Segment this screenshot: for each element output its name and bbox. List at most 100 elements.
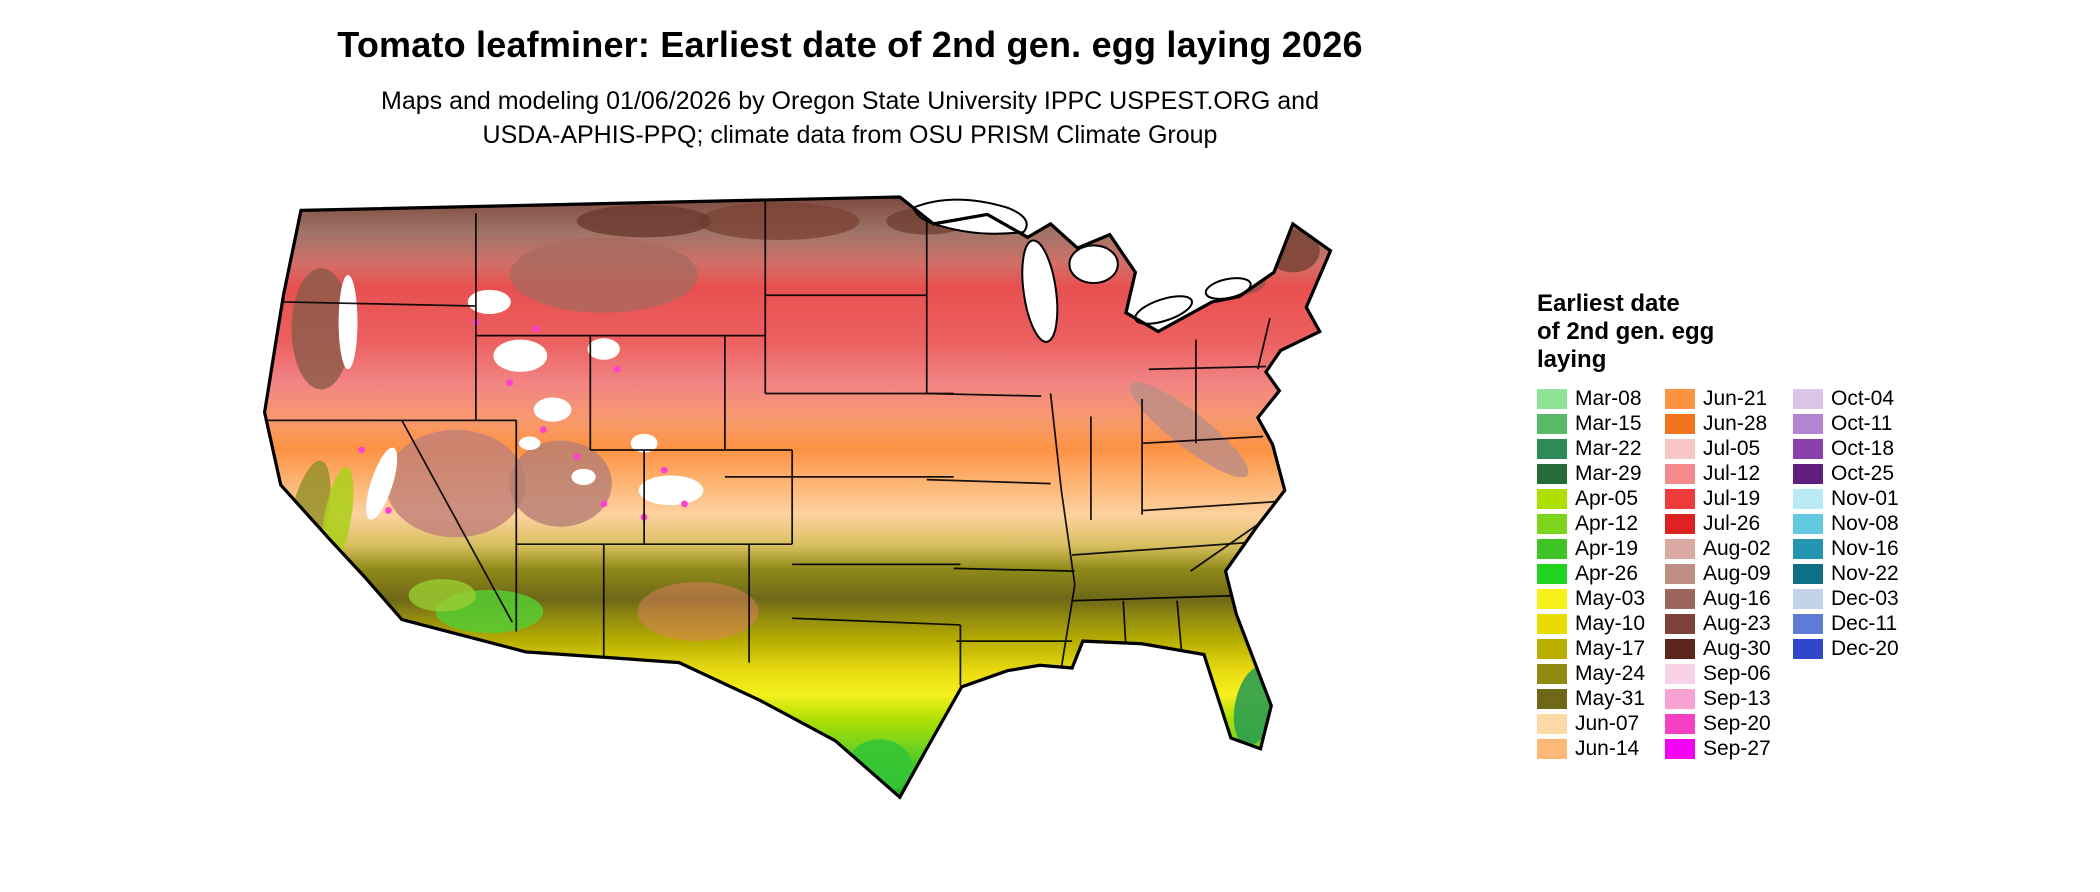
legend-swatch (1793, 488, 1823, 509)
legend-swatch (1665, 463, 1695, 484)
legend-label: Mar-08 (1575, 386, 1642, 410)
legend-swatch (1665, 538, 1695, 559)
legend-swatch (1665, 738, 1695, 759)
legend-columns: Mar-08 Mar-15 Mar-22 Mar-29 Apr-05 Apr-1… (1537, 386, 1907, 761)
legend-item: Aug-30 (1665, 636, 1779, 661)
legend-label: May-17 (1575, 636, 1646, 660)
legend-swatch (1665, 388, 1695, 409)
legend-item: Jun-28 (1665, 411, 1779, 436)
legend-item: Mar-22 (1537, 436, 1651, 461)
legend-swatch (1793, 438, 1823, 459)
legend-title-line-2: of 2nd gen. egg (1537, 318, 1715, 345)
legend-item: May-10 (1537, 611, 1651, 636)
legend-swatch (1665, 513, 1695, 534)
us-map-svg (262, 195, 1333, 800)
legend-swatch (1793, 388, 1823, 409)
legend-column-2: Jun-21 Jun-28 Jul-05 Jul-12 Jul-19 Jul-2… (1665, 386, 1779, 761)
legend-item: Mar-29 (1537, 461, 1651, 486)
legend-item: Nov-01 (1793, 486, 1907, 511)
legend-swatch (1793, 538, 1823, 559)
legend-item: Dec-11 (1793, 611, 1907, 636)
legend-item: May-31 (1537, 686, 1651, 711)
legend-label: Apr-05 (1575, 486, 1639, 510)
legend-label: Apr-12 (1575, 511, 1639, 535)
legend-swatch (1665, 488, 1695, 509)
header: Tomato leafminer: Earliest date of 2nd g… (60, 24, 1640, 152)
legend-item: Jun-07 (1537, 711, 1651, 736)
legend-column-1: Mar-08 Mar-15 Mar-22 Mar-29 Apr-05 Apr-1… (1537, 386, 1651, 761)
legend-swatch (1537, 413, 1567, 434)
legend-swatch (1793, 638, 1823, 659)
legend-item: Aug-16 (1665, 586, 1779, 611)
legend-swatch (1665, 563, 1695, 584)
legend-item: Nov-08 (1793, 511, 1907, 536)
us-outline-stroke (262, 195, 1333, 800)
legend-label: Dec-11 (1831, 611, 1898, 635)
legend-label: May-10 (1575, 611, 1646, 635)
legend-swatch (1537, 563, 1567, 584)
legend-swatch (1537, 713, 1567, 734)
legend-item: May-17 (1537, 636, 1651, 661)
legend-item: Aug-09 (1665, 561, 1779, 586)
legend-label: Nov-01 (1831, 486, 1899, 510)
legend: Earliest date of 2nd gen. egg laying Mar… (1537, 290, 1907, 761)
legend-label: Sep-20 (1703, 711, 1771, 735)
legend-swatch (1665, 713, 1695, 734)
subtitle-line-2: USDA-APHIS-PPQ; climate data from OSU PR… (482, 121, 1218, 149)
legend-swatch (1665, 588, 1695, 609)
legend-item: Mar-08 (1537, 386, 1651, 411)
legend-label: Apr-19 (1575, 536, 1639, 560)
legend-label: Dec-03 (1831, 586, 1899, 610)
legend-label: Mar-22 (1575, 436, 1642, 460)
legend-item: Sep-13 (1665, 686, 1779, 711)
legend-label: Aug-02 (1703, 536, 1771, 560)
legend-item: Jul-05 (1665, 436, 1779, 461)
legend-item: Oct-04 (1793, 386, 1907, 411)
legend-swatch (1793, 613, 1823, 634)
legend-label: Mar-15 (1575, 411, 1642, 435)
legend-title-line-1: Earliest date (1537, 290, 1680, 317)
legend-swatch (1793, 563, 1823, 584)
legend-swatch (1537, 538, 1567, 559)
legend-label: Dec-20 (1831, 636, 1899, 660)
legend-item: Jun-21 (1665, 386, 1779, 411)
legend-label: Oct-11 (1831, 411, 1893, 435)
legend-label: Nov-16 (1831, 536, 1899, 560)
legend-item: Dec-03 (1793, 586, 1907, 611)
legend-label: Jun-28 (1703, 411, 1768, 435)
legend-label: Jul-26 (1703, 511, 1761, 535)
legend-swatch (1793, 513, 1823, 534)
us-map (200, 166, 1492, 882)
legend-item: Aug-02 (1665, 536, 1779, 561)
legend-label: Jun-14 (1575, 736, 1640, 760)
legend-item: Nov-16 (1793, 536, 1907, 561)
legend-label: Jul-19 (1703, 486, 1761, 510)
legend-item: Dec-20 (1793, 636, 1907, 661)
legend-swatch (1537, 388, 1567, 409)
legend-title-line-3: laying (1537, 346, 1607, 373)
legend-swatch (1537, 613, 1567, 634)
legend-swatch (1665, 663, 1695, 684)
legend-item: Mar-15 (1537, 411, 1651, 436)
legend-swatch (1537, 488, 1567, 509)
legend-swatch (1537, 663, 1567, 684)
legend-label: Oct-25 (1831, 461, 1895, 485)
legend-label: Nov-22 (1831, 561, 1899, 585)
legend-swatch (1665, 613, 1695, 634)
legend-swatch (1665, 413, 1695, 434)
legend-swatch (1665, 638, 1695, 659)
legend-label: Nov-08 (1831, 511, 1899, 535)
legend-item: Apr-12 (1537, 511, 1651, 536)
legend-item: Apr-05 (1537, 486, 1651, 511)
state-borders (264, 196, 1284, 695)
late-date-speckles (358, 318, 688, 521)
legend-item: Aug-23 (1665, 611, 1779, 636)
legend-swatch (1537, 638, 1567, 659)
legend-item: Jul-19 (1665, 486, 1779, 511)
legend-item: Sep-06 (1665, 661, 1779, 686)
legend-label: Jun-21 (1703, 386, 1768, 410)
legend-item: Oct-25 (1793, 461, 1907, 486)
legend-label: Mar-29 (1575, 461, 1642, 485)
legend-label: Aug-16 (1703, 586, 1771, 610)
legend-item: Oct-18 (1793, 436, 1907, 461)
